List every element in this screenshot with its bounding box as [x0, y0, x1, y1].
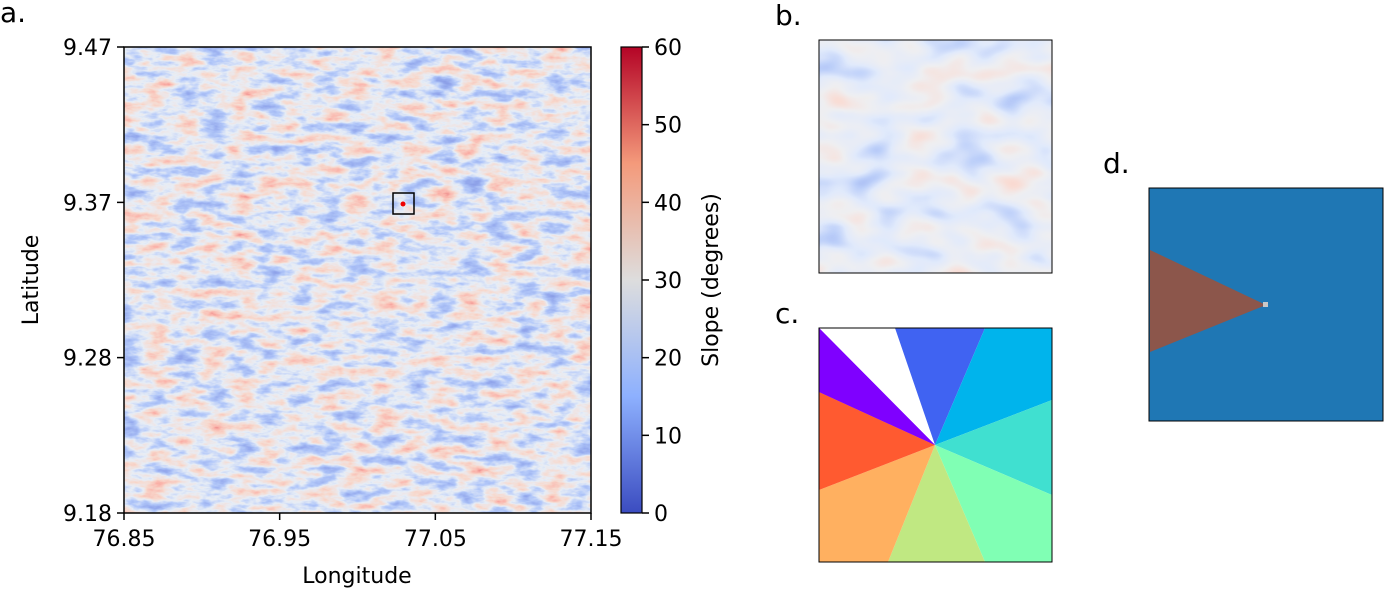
- region: [1150, 250, 1266, 352]
- inset-box: [392, 192, 415, 215]
- colorbar-tick-label: 60: [654, 36, 682, 61]
- colorbar: [620, 46, 643, 514]
- y-tick-label: 9.28: [63, 347, 112, 372]
- colorbar-tick-label: 40: [654, 191, 682, 216]
- axes-frame: [818, 39, 1053, 274]
- panel-label: a.: [0, 0, 26, 29]
- sector: [819, 392, 935, 490]
- colorbar-tick-label: 20: [654, 347, 682, 372]
- axes-frame: [818, 327, 1053, 563]
- sector: [819, 445, 935, 562]
- sector: [935, 328, 1052, 445]
- panel-label: c.: [775, 297, 799, 330]
- colorbar-tick-label: 0: [654, 502, 668, 527]
- panel-label: d.: [1103, 147, 1130, 180]
- x-tick-label: 77.05: [404, 527, 467, 552]
- y-tick-label: 9.47: [63, 36, 112, 61]
- x-tick-label: 77.15: [560, 527, 623, 552]
- direction-sectors: [819, 328, 1052, 562]
- y-tick-label: 9.37: [63, 191, 112, 216]
- sector: [895, 328, 985, 445]
- y-axis-label: Latitude: [19, 235, 44, 326]
- slope-inset: [818, 39, 1053, 274]
- axes-frame: [123, 46, 592, 514]
- colorbar-tick-label: 50: [654, 114, 682, 139]
- sector: [888, 445, 985, 562]
- x-tick-label: 76.85: [93, 527, 156, 552]
- slope-map: [124, 47, 591, 513]
- colorbar-tick-label: 30: [654, 269, 682, 294]
- colorbar-tick-label: 10: [654, 424, 682, 449]
- pixel: [1263, 302, 1268, 307]
- sector: [819, 328, 935, 445]
- y-tick-label: 9.18: [63, 502, 112, 527]
- sector: [935, 400, 1052, 495]
- colorbar-label: Slope (degrees): [699, 193, 724, 367]
- location-marker: [400, 201, 406, 207]
- panel-label: b.: [775, 0, 802, 32]
- sector: [935, 445, 1052, 562]
- x-axis-label: Longitude: [302, 564, 411, 589]
- x-tick-label: 76.95: [248, 527, 311, 552]
